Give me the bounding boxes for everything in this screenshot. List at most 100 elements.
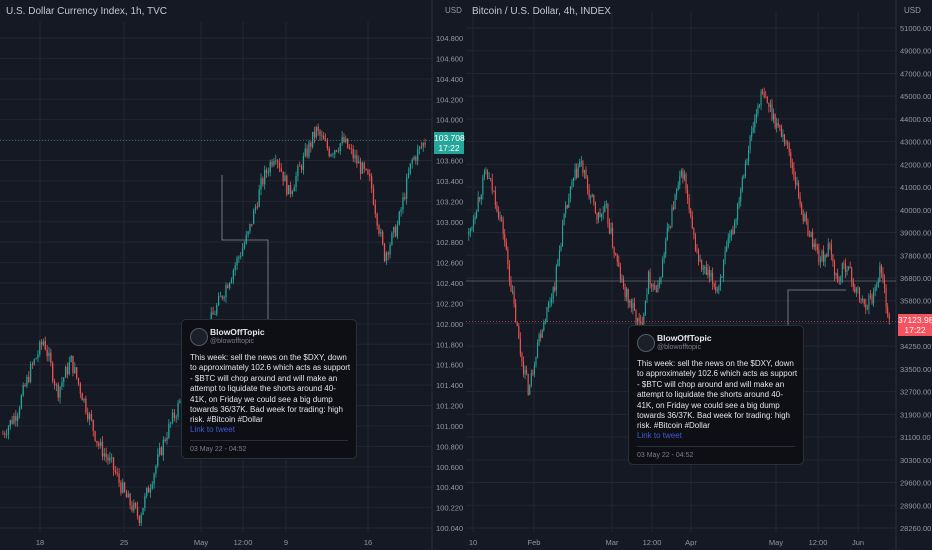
- candle-body: [721, 276, 723, 279]
- btc-countdown: 17:22: [904, 324, 926, 335]
- candle-body: [328, 148, 330, 157]
- candle-body: [608, 223, 610, 234]
- candle-body: [619, 266, 621, 280]
- x-tick-label: 25: [120, 538, 128, 547]
- candle-body: [755, 113, 757, 119]
- candle-body: [387, 252, 389, 255]
- candle-body: [479, 197, 481, 200]
- candle-body: [308, 142, 310, 157]
- candle-body: [133, 503, 135, 511]
- candle-body: [474, 217, 476, 220]
- candle-body: [888, 314, 890, 320]
- candle-body: [413, 157, 415, 160]
- candle-body: [223, 297, 225, 299]
- btc-chart-panel[interactable]: 51000.00 49000.00 47000.00 45000.00 44000.00…: [466, 0, 932, 550]
- candle-body: [722, 259, 725, 277]
- candle-body: [297, 165, 299, 176]
- candle-body: [286, 175, 288, 195]
- candle-body: [683, 174, 686, 179]
- tweet-divider: [190, 440, 348, 441]
- candle-body: [265, 169, 268, 174]
- candle-body: [77, 378, 80, 384]
- candle-body: [849, 266, 851, 268]
- candle-body: [594, 202, 596, 213]
- candle-body: [79, 383, 81, 394]
- dxy-chart-canvas[interactable]: 104.800104.600104.400104.200104.000103.8…: [0, 0, 466, 550]
- candle-body: [702, 268, 704, 270]
- candle-body: [131, 505, 133, 511]
- tweet-link[interactable]: Link to tweet: [190, 425, 235, 434]
- candle-body: [612, 227, 614, 248]
- candle-body: [743, 175, 745, 178]
- tweet-link[interactable]: Link to tweet: [637, 431, 682, 440]
- y-tick-label: 102.000: [436, 320, 463, 329]
- candle-body: [726, 246, 728, 252]
- candle-body: [61, 382, 63, 387]
- candle-body: [790, 152, 792, 163]
- candle-body: [391, 232, 393, 245]
- candle-body: [304, 148, 306, 157]
- candle-body: [769, 104, 771, 107]
- candle-body: [558, 250, 560, 261]
- candle-body: [716, 289, 718, 291]
- candle-body: [597, 211, 600, 220]
- candle-body: [744, 162, 746, 176]
- candle-body: [92, 419, 94, 432]
- y-tick-label: 102.800: [436, 238, 463, 247]
- candle-body: [175, 416, 177, 418]
- candle-body: [646, 293, 648, 301]
- candle-body: [109, 457, 111, 461]
- dxy-price-axis[interactable]: 104.800104.600104.400104.200104.000103.8…: [436, 34, 463, 533]
- btc-chart-canvas[interactable]: 51000.00 49000.00 47000.00 45000.00 44000.00…: [466, 0, 932, 550]
- candle-body: [515, 303, 517, 323]
- candle-body: [488, 178, 490, 179]
- candle-body: [382, 231, 384, 244]
- candle-body: [70, 355, 72, 363]
- candle-body: [385, 252, 388, 262]
- tweet-text: This week: sell the news on the $DXY, do…: [637, 359, 798, 431]
- candle-body: [854, 286, 856, 292]
- candle-body: [112, 457, 115, 470]
- user-avatar: [190, 328, 208, 346]
- candle-body: [601, 213, 603, 217]
- candle-body: [171, 412, 174, 423]
- candle-body: [602, 212, 604, 214]
- candle-body: [738, 201, 740, 204]
- candle-body: [652, 285, 654, 287]
- candle-body: [837, 273, 839, 281]
- btc-price-axis[interactable]: 51000.00 49000.00 47000.00 45000.00 44000.00…: [900, 24, 931, 533]
- candle-body: [502, 219, 504, 235]
- candle-body: [483, 171, 485, 178]
- x-tick-label: 10: [469, 538, 477, 547]
- x-tick-label: 9: [284, 538, 288, 547]
- candle-body: [516, 322, 518, 326]
- candle-body: [588, 188, 590, 198]
- candle-body: [566, 205, 568, 208]
- candle-body: [696, 249, 698, 251]
- candle-body: [810, 232, 812, 237]
- candle-body: [269, 161, 271, 173]
- dxy-chart-panel[interactable]: 104.800104.600104.400104.200104.000103.8…: [0, 0, 466, 550]
- candle-body: [170, 422, 172, 424]
- candle-body: [66, 367, 69, 375]
- candle-body: [687, 189, 689, 199]
- candle-body: [862, 298, 864, 300]
- candle-body: [507, 249, 509, 265]
- dxy-time-axis[interactable]: 18 25 May 12:00 9 16: [36, 538, 372, 547]
- candle-body: [291, 191, 293, 194]
- candle-body: [52, 363, 54, 382]
- candle-body: [300, 165, 303, 170]
- candle-body: [472, 219, 475, 227]
- candle-body: [869, 295, 872, 297]
- candle-body: [874, 287, 876, 291]
- candle-body: [140, 514, 142, 523]
- candle-body: [149, 488, 152, 493]
- candle-body: [72, 355, 74, 374]
- btc-candles: [468, 87, 890, 396]
- candle-body: [241, 248, 244, 256]
- btc-time-axis[interactable]: 10 Feb Mar 12:00 Apr May 12:00 Jun: [469, 538, 864, 547]
- candle-body: [22, 384, 24, 396]
- candle-body: [87, 412, 89, 420]
- candle-body: [618, 261, 620, 267]
- candle-body: [510, 280, 512, 292]
